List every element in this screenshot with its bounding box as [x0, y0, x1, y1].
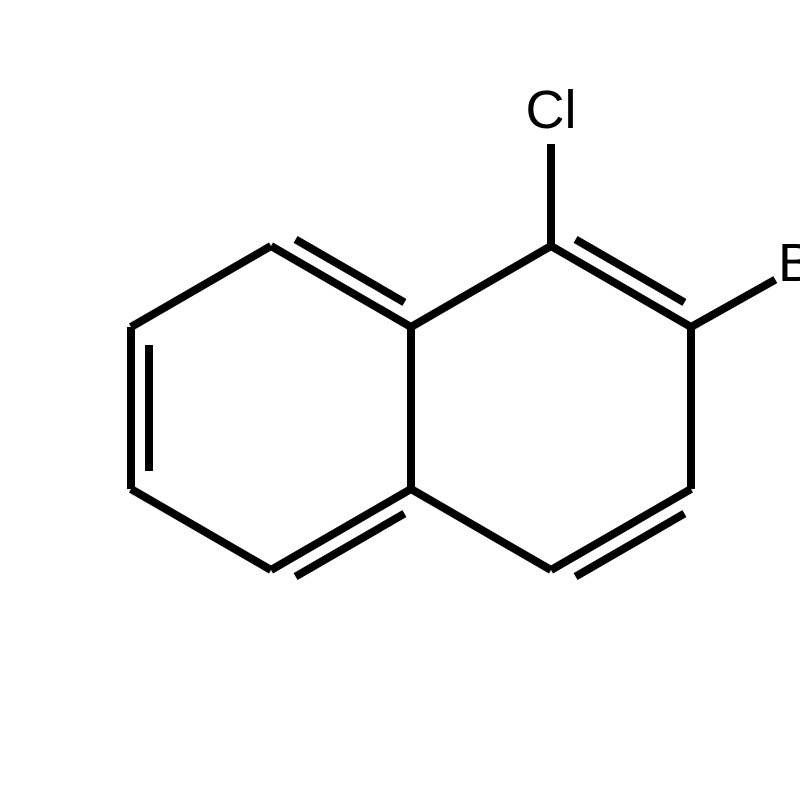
bond	[691, 280, 775, 327]
bond	[551, 246, 691, 327]
bond	[411, 246, 551, 327]
bond	[131, 489, 271, 570]
bond	[271, 246, 411, 327]
cl-atom-label: Cl	[526, 80, 577, 140]
bond	[271, 489, 411, 570]
molecule-diagram: Cl Br	[0, 0, 800, 800]
bond	[411, 489, 551, 570]
bond	[131, 246, 271, 327]
br-atom-label: Br	[778, 233, 800, 293]
bond	[551, 489, 691, 570]
